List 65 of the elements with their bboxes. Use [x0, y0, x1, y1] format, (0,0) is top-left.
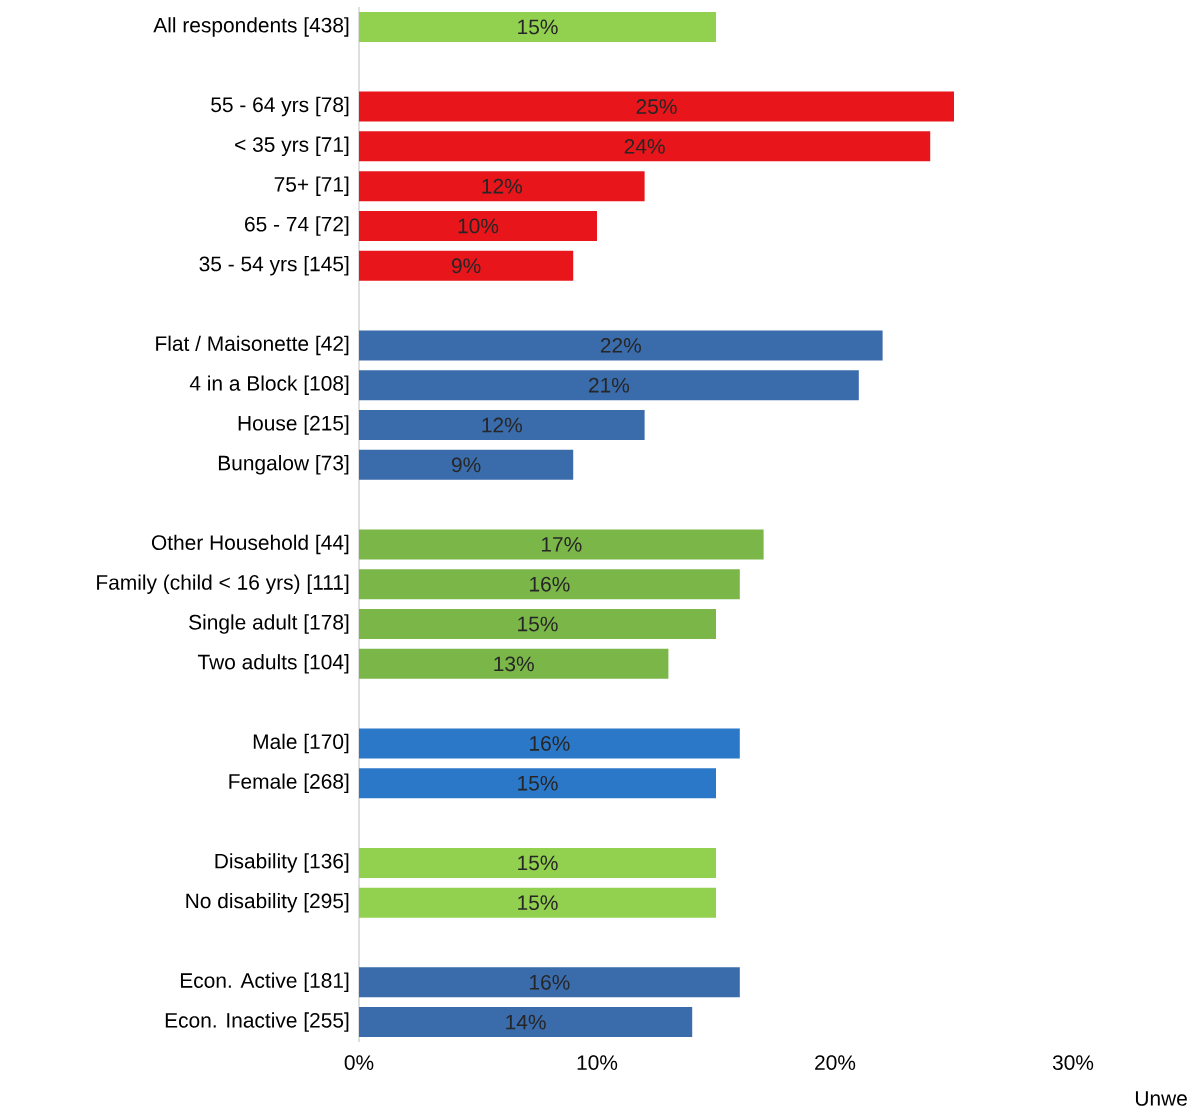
data-label: 16%: [530, 736, 570, 751]
bar: [359, 210, 597, 241]
y-tick-label: Family (child < 16 yrs) [111]: [97, 574, 349, 594]
y-tick-label: Bungalow [73]: [218, 455, 349, 475]
y-tick-label: Single adult [178]: [189, 614, 349, 634]
data-label: 15%: [518, 895, 558, 911]
bar: [359, 529, 764, 560]
bar: [359, 330, 883, 361]
y-tick-label: 75+ [71]: [274, 176, 349, 196]
y-tick-label: Male [170]: [253, 733, 349, 754]
y-tick-label: < 35 yrs [71]: [235, 136, 349, 157]
y-tick-label: Econ. Active [181]: [180, 972, 349, 993]
data-label: 22%: [600, 338, 641, 353]
y-tick-label: Econ. Inactive [255]: [165, 1012, 349, 1032]
bar: [359, 569, 740, 600]
data-label: 9%: [451, 258, 481, 274]
bar: [359, 768, 716, 799]
y-tick-label: 4 in a Block [108]: [189, 375, 349, 395]
y-tick-label: 65 - 74 [72]: [245, 216, 349, 236]
y-tick-label: Female [268]: [229, 773, 349, 794]
text: Unwe: [1135, 1091, 1187, 1106]
data-label: 15%: [518, 616, 558, 632]
x-tick-label: 10%: [577, 1055, 618, 1070]
bar: [359, 449, 574, 480]
data-label: 9%: [451, 457, 481, 473]
bar: [359, 609, 716, 640]
data-label: 15%: [518, 775, 558, 791]
bar: [359, 250, 574, 281]
x-tick-label: 20%: [815, 1055, 856, 1070]
data-label: 24%: [624, 138, 665, 154]
x-tick-label: 0%: [344, 1055, 374, 1070]
bar: [359, 847, 716, 878]
bar: [359, 967, 740, 998]
data-label: 25%: [636, 99, 677, 114]
bar: [359, 887, 716, 918]
bar: [359, 91, 955, 122]
data-label: 21%: [589, 377, 630, 393]
data-label: 15%: [518, 19, 558, 35]
data-label: 16%: [530, 576, 570, 592]
data-label: 12%: [482, 178, 522, 194]
y-tick-label: Flat / Maisonette [42]: [156, 335, 349, 356]
y-tick-label: 55 - 64 yrs [78]: [211, 96, 349, 117]
bar: [359, 171, 645, 202]
y-tick-label: No disability [295]: [186, 892, 349, 913]
data-label: 15%: [518, 855, 558, 871]
data-label: 17%: [541, 537, 582, 552]
bar: [359, 11, 716, 42]
bar: [359, 131, 931, 162]
bar: [359, 648, 669, 679]
bar: [359, 409, 645, 440]
data-label: 14%: [506, 1014, 546, 1030]
data-label: 12%: [482, 417, 522, 433]
y-tick-label: 35 - 54 yrs [145]: [199, 256, 349, 276]
bar: [359, 728, 740, 759]
y-tick-label: Disability [136]: [215, 853, 349, 873]
y-tick-label: Two adults [104]: [197, 654, 349, 674]
data-label: 16%: [530, 974, 570, 990]
bar: [359, 1007, 693, 1038]
bar: [359, 370, 859, 401]
y-tick-label: Other Household [44]: [151, 534, 349, 555]
data-label: 10%: [458, 218, 499, 234]
y-tick-label: All respondents [438]: [153, 17, 349, 37]
data-label: 13%: [494, 656, 534, 672]
y-tick-label: House [215]: [238, 415, 349, 435]
x-tick-label: 30%: [1052, 1055, 1094, 1070]
